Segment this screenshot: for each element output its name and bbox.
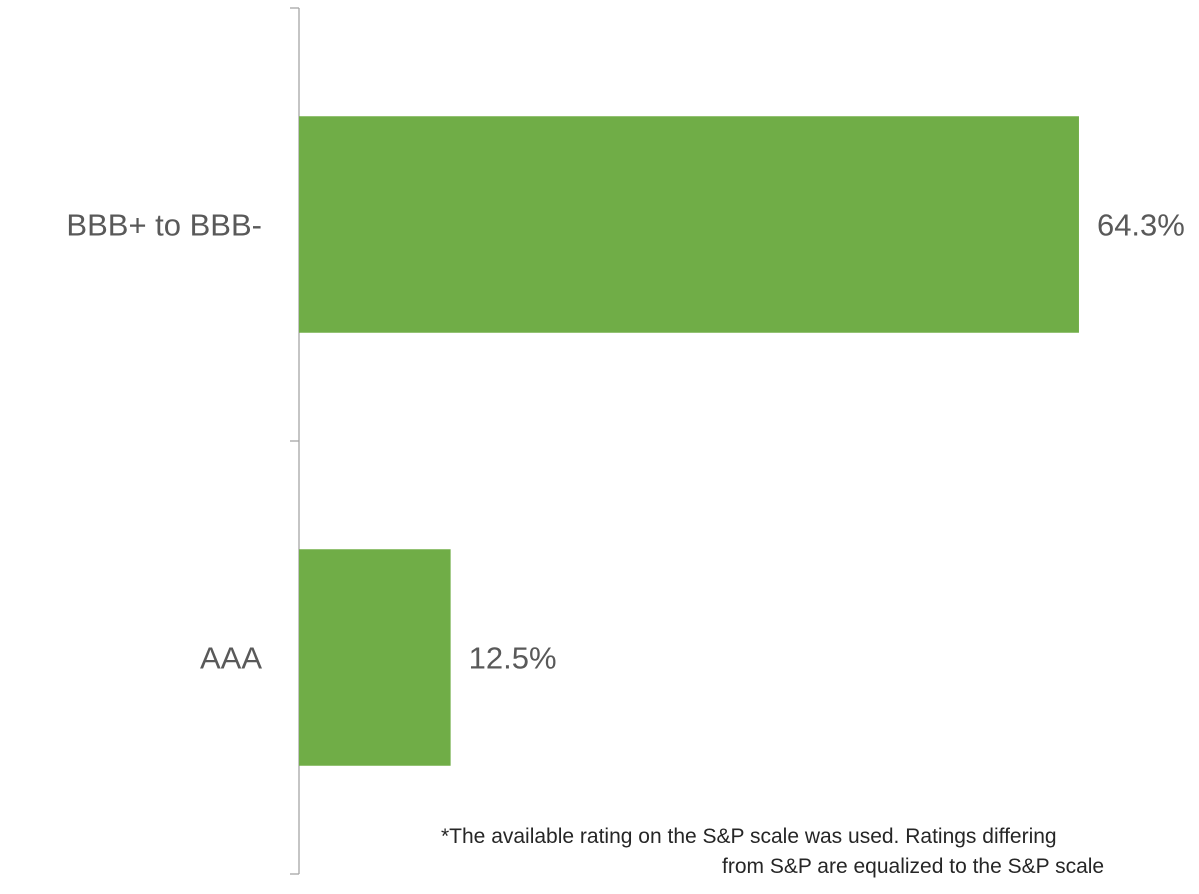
category-axis: [290, 7, 300, 875]
category-label: BBB+ to BBB-: [66, 208, 262, 243]
category-label: AAA: [200, 641, 262, 676]
data-label: 64.3%: [1097, 208, 1185, 243]
footnote-line-1: *The available rating on the S&P scale w…: [441, 825, 1057, 848]
bar-1: [299, 116, 1079, 333]
bar-2: [299, 549, 451, 766]
bars-group: [299, 116, 1079, 766]
footnote-line-2: from S&P are equalized to the S&P scale: [722, 855, 1105, 878]
data-label: 12.5%: [469, 641, 557, 676]
labels-group: BBB+ to BBB- 64.3% AAA 12.5%: [66, 208, 1184, 676]
footnote: *The available rating on the S&P scale w…: [441, 822, 1199, 882]
